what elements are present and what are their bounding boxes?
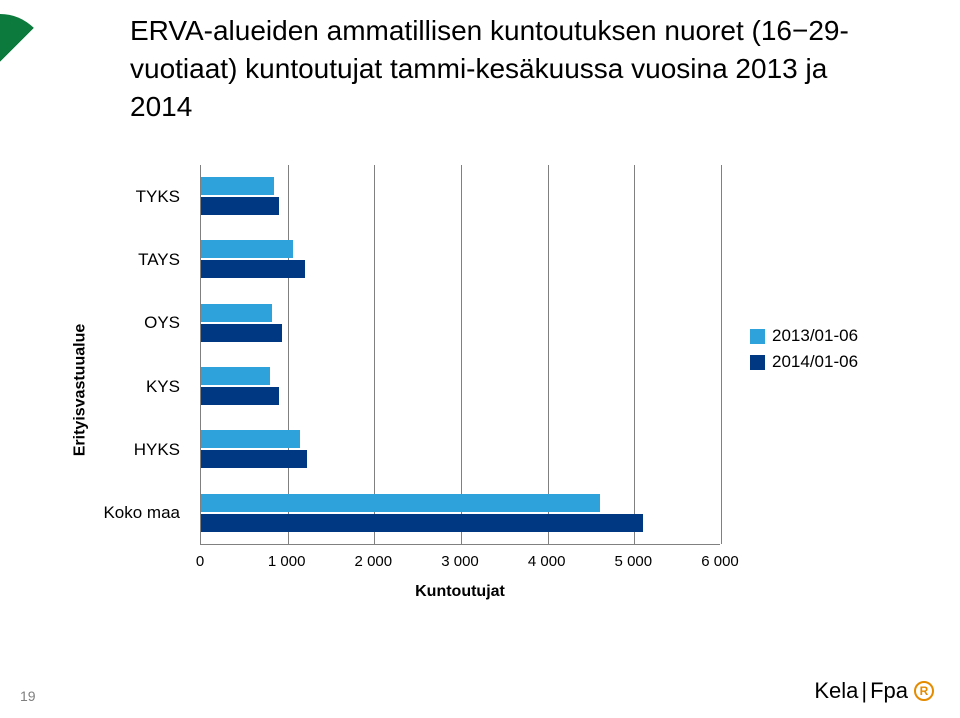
bar xyxy=(201,494,600,512)
legend-swatch xyxy=(750,355,765,370)
y-tick-label: TYKS xyxy=(100,187,190,207)
chart-row xyxy=(201,292,720,355)
bar xyxy=(201,450,307,468)
bar xyxy=(201,304,272,322)
legend-item: 2014/01-06 xyxy=(750,352,910,372)
legend-label: 2013/01-06 xyxy=(772,326,858,346)
legend-label: 2014/01-06 xyxy=(772,352,858,372)
x-tick-label: 3 000 xyxy=(441,553,479,570)
logo-text-b: Fpa xyxy=(870,678,908,704)
chart-row xyxy=(201,482,720,545)
bar xyxy=(201,387,279,405)
logo-text-a: Kela xyxy=(814,678,858,704)
chart-row xyxy=(201,228,720,291)
plot-area xyxy=(200,165,720,545)
x-axis-labels: 01 0002 0003 0004 0005 0006 000 xyxy=(200,553,720,575)
page-title: ERVA-alueiden ammatillisen kuntoutuksen … xyxy=(130,12,890,125)
logo-divider: | xyxy=(861,678,867,704)
legend-swatch xyxy=(750,329,765,344)
x-tick-label: 4 000 xyxy=(528,553,566,570)
y-axis-title-text: Erityisvastuualue xyxy=(71,324,89,457)
x-tick-label: 6 000 xyxy=(701,553,739,570)
logo-r-badge: R xyxy=(914,681,934,701)
x-axis-title: Kuntoutujat xyxy=(200,583,720,601)
y-tick-label: KYS xyxy=(100,377,190,397)
chart: Erityisvastuualue TYKS TAYS OYS KYS HYKS Koko… xyxy=(70,165,920,615)
chart-row xyxy=(201,418,720,481)
y-tick-label: HYKS xyxy=(100,440,190,460)
bar xyxy=(201,367,270,385)
y-axis-title: Erityisvastuualue xyxy=(70,165,90,615)
gridline xyxy=(721,165,722,544)
logo: Kela | Fpa R xyxy=(814,678,934,704)
page-accent-shape xyxy=(0,14,48,62)
x-tick-label: 1 000 xyxy=(268,553,306,570)
y-tick-label: Koko maa xyxy=(100,503,190,523)
bar xyxy=(201,514,643,532)
y-tick-label: TAYS xyxy=(100,250,190,270)
x-tick-label: 2 000 xyxy=(355,553,393,570)
y-tick-label: OYS xyxy=(100,313,190,333)
legend: 2013/01-06 2014/01-06 xyxy=(750,320,910,378)
bar xyxy=(201,197,279,215)
x-tick-label: 0 xyxy=(196,553,204,570)
chart-row xyxy=(201,355,720,418)
bar xyxy=(201,260,305,278)
bar xyxy=(201,177,274,195)
bar xyxy=(201,324,282,342)
chart-row xyxy=(201,165,720,228)
legend-item: 2013/01-06 xyxy=(750,326,910,346)
page-number: 19 xyxy=(20,688,36,704)
bar xyxy=(201,240,293,258)
y-axis-labels: TYKS TAYS OYS KYS HYKS Koko maa xyxy=(100,165,190,545)
bar xyxy=(201,430,300,448)
x-tick-label: 5 000 xyxy=(615,553,653,570)
